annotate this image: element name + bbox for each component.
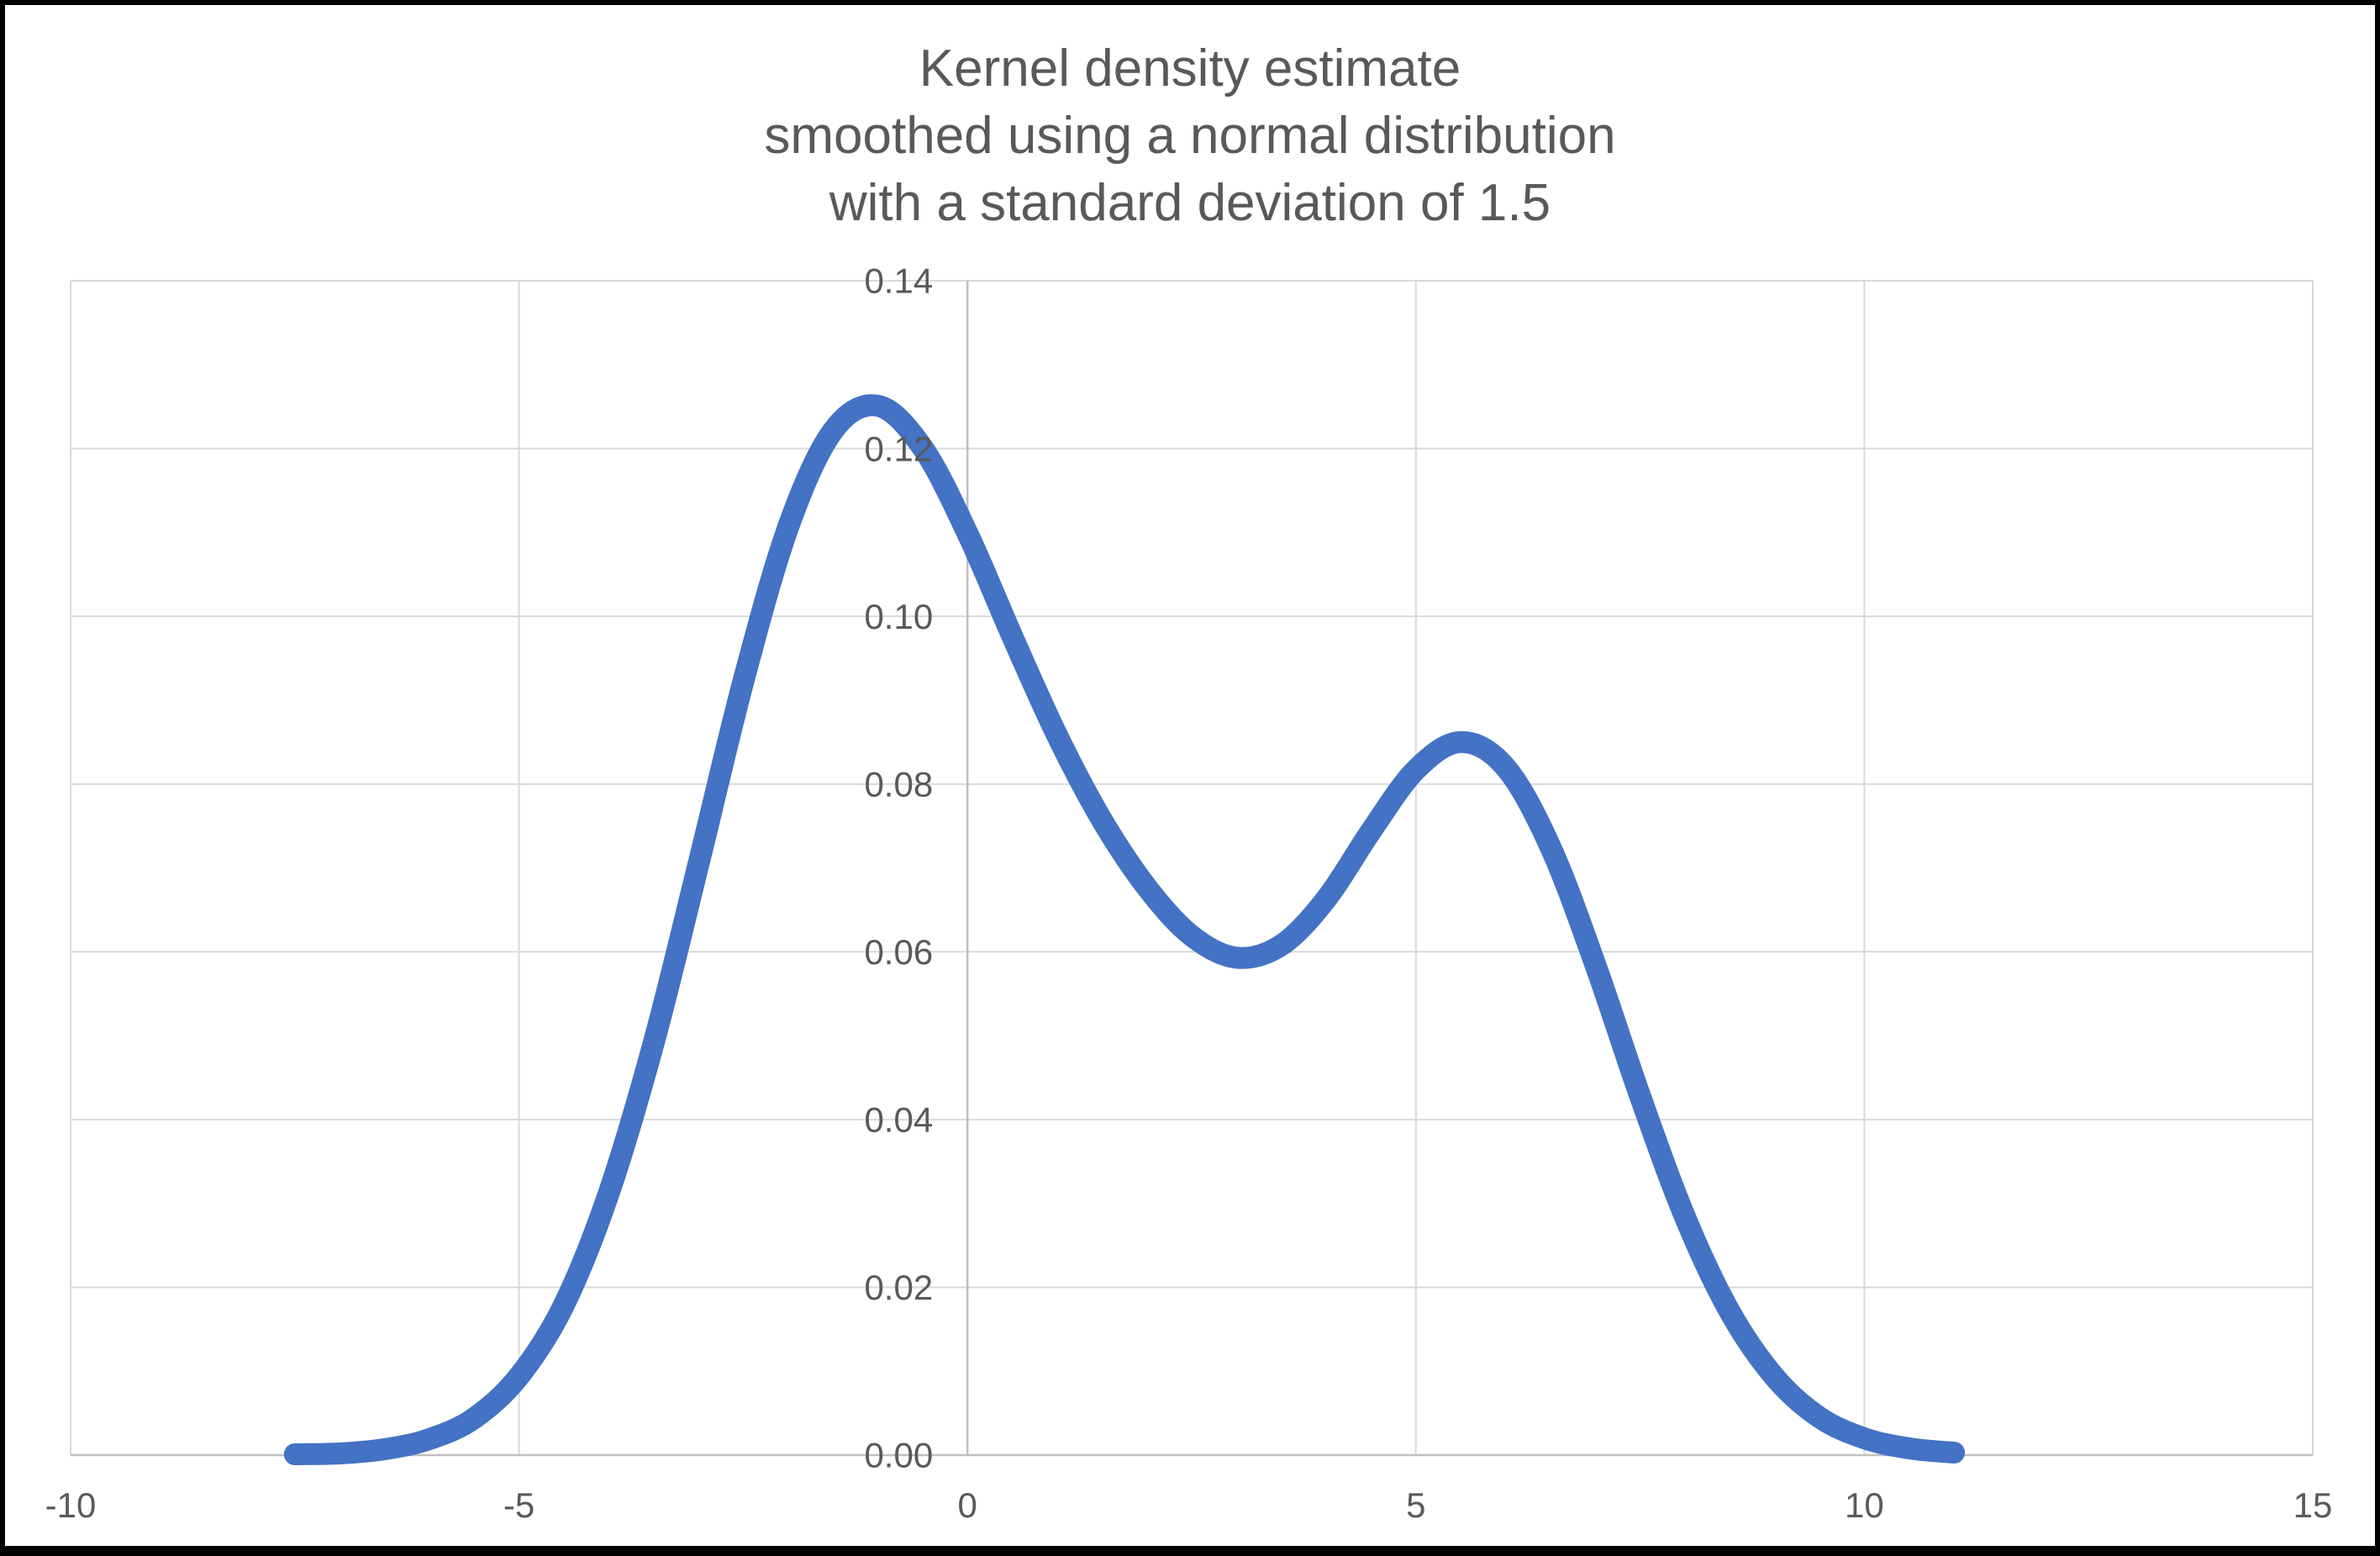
y-tick-label: 0.00 — [864, 1436, 933, 1475]
chart-title-line-1: Kernel density estimate — [919, 40, 1461, 98]
x-tick-label: 5 — [1406, 1485, 1425, 1525]
y-tick-label: 0.12 — [864, 429, 933, 468]
y-tick-label: 0.04 — [864, 1100, 933, 1140]
chart-title: Kernel density estimate smoothed using a… — [5, 35, 2375, 237]
x-tick-label: -5 — [503, 1485, 534, 1525]
y-tick-label: 0.10 — [864, 597, 933, 636]
chart-title-line-2: smoothed using a normal distribution — [764, 107, 1616, 165]
plot-area: 0.00 0.02 0.04 0.06 0.08 0.10 0.12 0.14 -10 -5 0 5 1… — [45, 261, 2333, 1525]
y-tick-label: 0.14 — [864, 261, 933, 301]
x-tick-label: 15 — [2293, 1485, 2333, 1525]
chart-title-line-3: with a standard deviation of 1.5 — [829, 174, 1551, 232]
y-tick-label: 0.06 — [864, 932, 933, 972]
x-tick-label: 0 — [958, 1485, 977, 1525]
kde-curve — [283, 394, 1966, 1465]
y-tick-label: 0.02 — [864, 1268, 933, 1307]
x-tick-label: -10 — [45, 1485, 97, 1525]
x-tick-label: 10 — [1845, 1485, 1884, 1525]
y-tick-label: 0.08 — [864, 764, 933, 804]
